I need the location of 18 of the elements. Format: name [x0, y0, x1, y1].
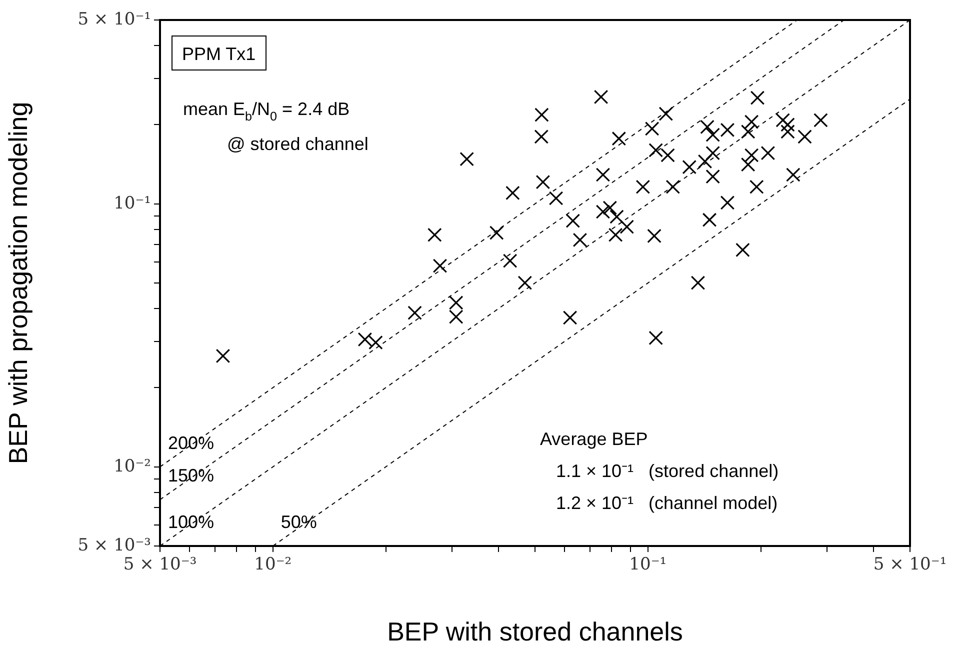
y-tick-label: 10⁻¹ — [114, 193, 151, 214]
x-tick-label: 5 × 10⁻¹ — [873, 554, 947, 575]
series-label: 150% — [168, 466, 214, 486]
annotation: 1.1 × 10⁻¹ (stored channel) — [556, 461, 779, 481]
series-label: 200% — [168, 432, 214, 453]
y-tick-label: 5 × 10⁻³ — [78, 535, 151, 556]
x-axis-title: BEP with stored channels — [387, 616, 683, 647]
annotation: 1.2 × 10⁻¹ (channel model) — [556, 493, 778, 513]
annotation: PPM Tx1 — [182, 44, 256, 64]
annotation: @ stored channel — [227, 134, 368, 154]
y-axis-title: BEP with propagation modeling — [2, 102, 33, 464]
x-tick-label: 10⁻¹ — [629, 554, 667, 575]
y-tick-label: 5 × 10⁻¹ — [78, 9, 151, 30]
series-label: 100% — [168, 512, 214, 532]
x-tick-label: 10⁻² — [254, 554, 292, 575]
y-tick-label: 10⁻² — [114, 456, 151, 476]
series-label: 50% — [280, 512, 317, 532]
annotation: Average BEP — [540, 429, 648, 449]
